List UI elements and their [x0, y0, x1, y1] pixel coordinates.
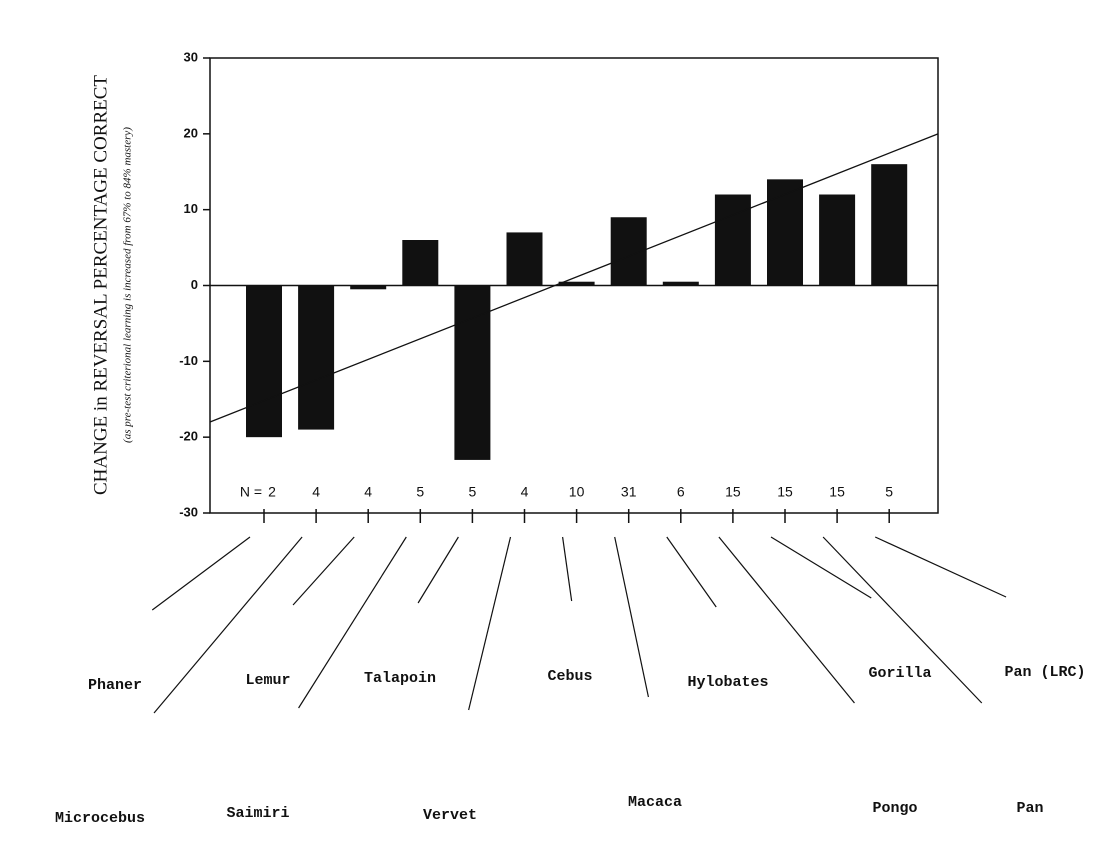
bar — [246, 285, 282, 438]
connector — [468, 536, 512, 711]
connector — [153, 536, 303, 714]
bar — [871, 164, 908, 286]
n-label: 4 — [364, 484, 372, 500]
n-label: 10 — [569, 484, 585, 500]
y-tick-label: 10 — [184, 201, 198, 216]
connector — [874, 536, 1007, 598]
bar — [454, 285, 491, 460]
connector — [562, 536, 573, 602]
connector — [417, 536, 459, 604]
bar — [298, 285, 335, 430]
n-prefix: N = — [240, 484, 262, 500]
n-label: 2 — [268, 484, 276, 500]
connector — [292, 536, 355, 606]
species-label: Cebus — [547, 668, 592, 685]
y-tick-label: -10 — [179, 353, 198, 368]
y-tick-label: 20 — [184, 125, 198, 140]
species-label: Vervet — [423, 807, 477, 824]
species-label: Microcebus — [55, 810, 145, 827]
connector — [298, 536, 407, 709]
bar — [819, 194, 856, 286]
species-label: Saimiri — [226, 805, 289, 822]
n-label: 5 — [469, 484, 477, 500]
n-label: 4 — [521, 484, 529, 500]
n-label: 31 — [621, 484, 637, 500]
species-label: Hylobates — [687, 674, 768, 691]
species-label: Pan — [1016, 800, 1043, 817]
connector — [151, 536, 251, 611]
connector — [614, 536, 650, 698]
bar — [714, 194, 751, 286]
species-label: Lemur — [245, 672, 290, 689]
y-tick-label: 30 — [184, 49, 198, 64]
connector — [666, 536, 717, 608]
n-label: 15 — [777, 484, 793, 500]
species-label: Phaner — [88, 677, 142, 694]
y-tick-label: -30 — [179, 504, 198, 519]
bar — [350, 285, 387, 290]
n-label: 5 — [416, 484, 424, 500]
species-label: Gorilla — [868, 665, 931, 682]
species-label: Pongo — [872, 800, 917, 817]
n-label: 5 — [885, 484, 893, 500]
species-label: Pan (LRC) — [1004, 664, 1085, 681]
bar — [767, 179, 803, 286]
n-label: 15 — [725, 484, 741, 500]
bar — [558, 281, 595, 286]
y-tick-label: 0 — [191, 277, 198, 292]
connector — [718, 536, 855, 704]
bar — [662, 281, 699, 286]
species-label: Talapoin — [364, 670, 436, 687]
species-label: Macaca — [628, 794, 682, 811]
y-axis-subtitle: (as pre-test criterional learning is inc… — [122, 127, 134, 443]
connector — [770, 536, 872, 599]
bar — [402, 240, 439, 286]
n-label: 15 — [829, 484, 845, 500]
y-axis-title: CHANGE in REVERSAL PERCENTAGE CORRECT — [90, 75, 111, 495]
n-label: 4 — [312, 484, 320, 500]
bar — [506, 232, 543, 286]
n-label: 6 — [677, 484, 685, 500]
trend-line — [209, 133, 939, 423]
connector — [822, 536, 983, 704]
y-tick-label: -20 — [179, 429, 198, 444]
